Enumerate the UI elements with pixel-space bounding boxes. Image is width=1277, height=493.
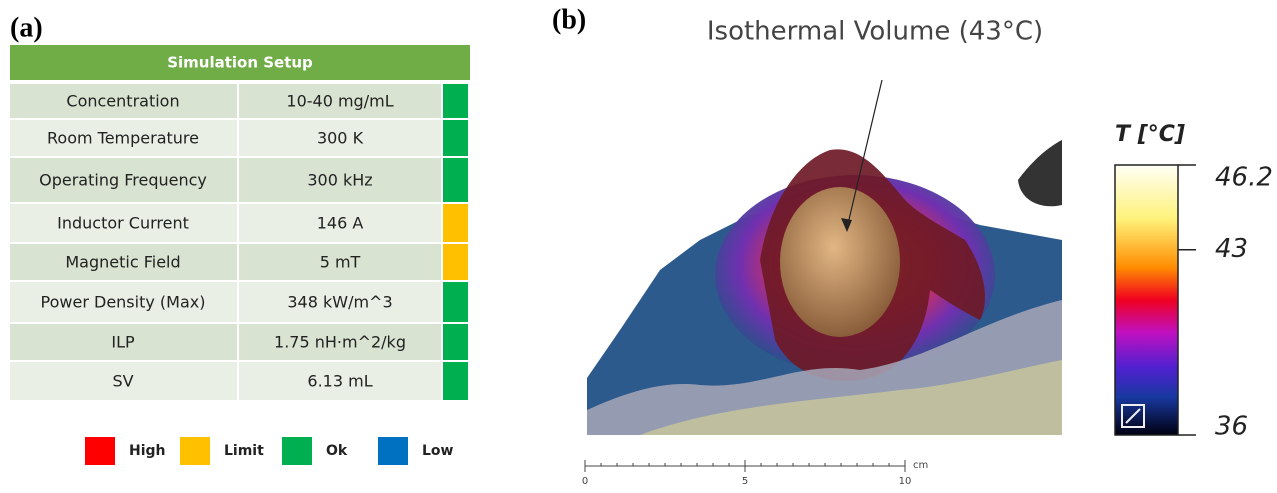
status-cell	[443, 120, 468, 156]
legend-label: Ok	[326, 443, 348, 459]
row-value: 348 kW/m^3	[287, 293, 392, 312]
legend-label: High	[129, 443, 166, 459]
legend: High Limit Ok Low	[85, 437, 454, 465]
status-cell	[443, 362, 468, 400]
status-cell	[443, 84, 468, 118]
scale-tick-label: 10	[899, 476, 912, 487]
row-label: Operating Frequency	[39, 171, 207, 190]
scale-tick-label: 0	[582, 476, 588, 487]
row-label: SV	[112, 372, 133, 391]
row-label: ILP	[111, 333, 135, 352]
row-value: 300 K	[317, 129, 364, 148]
status-cell	[443, 204, 468, 242]
row-label: Concentration	[66, 92, 179, 111]
row-value: 300 kHz	[307, 171, 372, 190]
scale-tick-label: 5	[742, 476, 748, 487]
colorbar-title: T [°C]	[1115, 122, 1185, 147]
colorbar	[1115, 165, 1178, 435]
status-cell	[443, 244, 468, 280]
row-value: 10-40 mg/mL	[286, 92, 393, 111]
row-value: 6.13 mL	[307, 372, 372, 391]
simulation-image	[587, 80, 1062, 435]
panel-title: Isothermal Volume (43°C)	[707, 17, 1043, 47]
colorbar-tick-label: 46.2	[1215, 163, 1273, 193]
legend-swatch	[85, 437, 115, 465]
status-cell	[443, 282, 468, 322]
colorbar-tick-label: 43	[1215, 234, 1248, 264]
legend-label: Low	[422, 443, 454, 459]
panel-label: (b)	[552, 4, 586, 35]
row-value: 146 A	[317, 214, 364, 233]
legend-label: Limit	[224, 443, 264, 459]
row-value: 1.75 nH·m^2/kg	[274, 333, 406, 352]
status-cell	[443, 324, 468, 360]
row-label: Magnetic Field	[65, 253, 180, 272]
panel-label: (a)	[10, 12, 43, 43]
scale-unit: cm	[913, 460, 928, 471]
table: Simulation Setup Concentration 10-40 mg/mL…	[10, 45, 470, 400]
figure: (a) Simulation Setup Concentration 10-40 m…	[0, 0, 1277, 489]
legend-swatch	[180, 437, 210, 465]
isothermal-volume	[780, 187, 900, 337]
structure	[1018, 140, 1062, 206]
colorbar-ticks: 46.2 43 36	[1178, 163, 1273, 442]
table-title: Simulation Setup	[167, 54, 313, 72]
colorbar-tick-label: 36	[1215, 412, 1248, 442]
legend-swatch	[378, 437, 408, 465]
row-label: Power Density (Max)	[41, 293, 206, 312]
status-cell	[443, 158, 468, 202]
legend-swatch	[282, 437, 312, 465]
row-label: Room Temperature	[47, 129, 199, 148]
row-label: Inductor Current	[57, 214, 189, 233]
row-value: 5 mT	[320, 253, 361, 272]
